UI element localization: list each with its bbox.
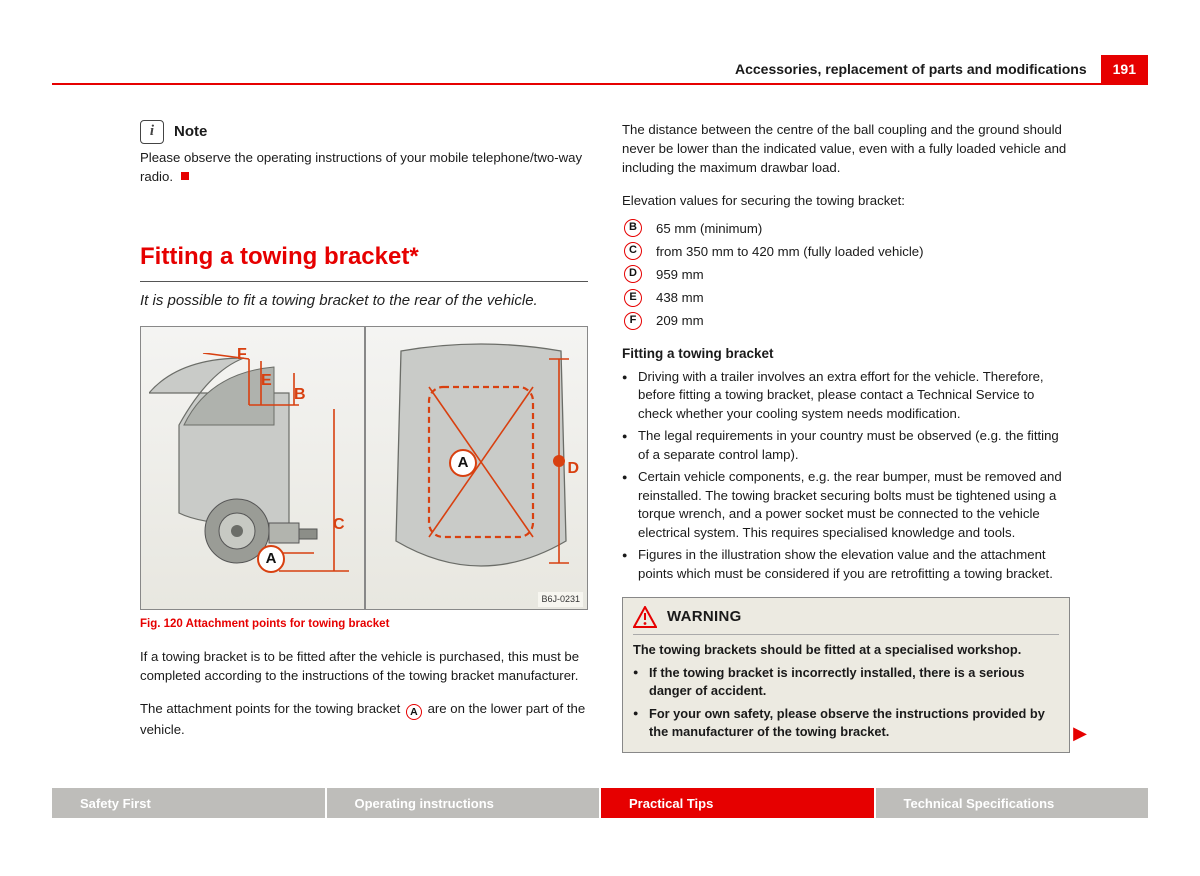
tab-operating[interactable]: Operating instructions [327,788,600,818]
figure-marker-a-left: A [257,545,285,573]
warning-box: WARNING The towing brackets should be fi… [622,597,1070,753]
note-body: Please observe the operating instruction… [140,150,582,184]
left-column: i Note Please observe the operating inst… [140,120,588,753]
chapter-title: Accessories, replacement of parts and mo… [735,61,1087,77]
right-column: The distance between the centre of the b… [622,120,1070,753]
figure-label-f: F [237,343,247,366]
bullet-1: Driving with a trailer involves an extra… [622,368,1070,423]
section-subtitle: It is possible to fit a towing bracket t… [140,290,588,312]
bullet-3: Certain vehicle components, e.g. the rea… [622,468,1070,542]
bullet-list: Driving with a trailer involves an extra… [622,368,1070,583]
spec-row-b: B 65 mm (minimum) [622,219,1070,238]
tab-operating-label: Operating instructions [355,796,494,811]
sub-heading: Fitting a towing bracket [622,344,1070,364]
car-side-view [149,353,354,573]
figure-caption: Fig. 120 Attachment points for towing br… [140,616,588,633]
figure-marker-a-right: A [449,449,477,477]
page-number: 191 [1101,55,1148,83]
tab-safety[interactable]: Safety First [52,788,325,818]
spec-key-c: C [624,242,642,260]
continue-arrow-icon: ▶ [1073,720,1087,746]
warning-item-2: For your own safety, please observe the … [633,705,1059,742]
tab-practical[interactable]: Practical Tips [601,788,874,818]
content-columns: i Note Please observe the operating inst… [140,120,1070,753]
spec-row-c: C from 350 mm to 420 mm (fully loaded ve… [622,242,1070,261]
figure-label-c: C [333,513,345,536]
spec-val-f: 209 mm [656,311,704,330]
warning-header: WARNING [633,606,1059,635]
spec-key-f: F [624,312,642,330]
left-p2: The attachment points for the towing bra… [140,699,588,740]
footer-tabs: Safety First Operating instructions Prac… [52,788,1148,818]
note-header: i Note [140,120,588,144]
tab-practical-label: Practical Tips [629,796,713,811]
car-top-view [381,341,579,601]
figure-label-b: B [294,383,306,406]
figure-divider [364,327,366,609]
spec-key-b: B [624,219,642,237]
elevation-line: Elevation values for securing the towing… [622,191,1070,210]
warning-label: WARNING [667,606,742,628]
warning-icon [633,606,657,628]
end-mark-icon [181,172,189,180]
tab-technical-label: Technical Specifications [904,796,1055,811]
spec-key-e: E [624,289,642,307]
spec-list: B 65 mm (minimum) C from 350 mm to 420 m… [622,219,1070,331]
figure-id: B6J-0231 [538,592,583,607]
spec-row-e: E 438 mm [622,288,1070,307]
figure-label-e: E [261,369,272,392]
warning-item-1: If the towing bracket is incorrectly ins… [633,664,1059,701]
section-title: Fitting a towing bracket* [140,240,588,282]
tab-technical[interactable]: Technical Specifications [876,788,1149,818]
inline-marker-a: A [406,704,422,720]
info-icon: i [140,120,164,144]
note-text: Please observe the operating instruction… [140,148,588,186]
right-intro: The distance between the centre of the b… [622,120,1070,177]
left-p1: If a towing bracket is to be fitted afte… [140,647,588,685]
spec-val-e: 438 mm [656,288,704,307]
tab-safety-label: Safety First [80,796,151,811]
figure-label-d: D [567,457,579,480]
page-header: Accessories, replacement of parts and mo… [52,55,1148,83]
warning-body: The towing brackets should be fitted at … [633,641,1059,742]
left-p2-pre: The attachment points for the towing bra… [140,701,404,716]
spec-val-c: from 350 mm to 420 mm (fully loaded vehi… [656,242,924,261]
bullet-4: Figures in the illustration show the ele… [622,546,1070,583]
spec-val-b: 65 mm (minimum) [656,219,762,238]
spec-key-d: D [624,265,642,283]
spec-val-d: 959 mm [656,265,704,284]
header-rule [52,83,1148,85]
note-label: Note [174,121,207,143]
spec-row-d: D 959 mm [622,265,1070,284]
bullet-2: The legal requirements in your country m… [622,427,1070,464]
warning-line1: The towing brackets should be fitted at … [633,641,1059,660]
figure-diagram: F E B C A A [140,326,588,610]
spec-row-f: F 209 mm [622,311,1070,330]
